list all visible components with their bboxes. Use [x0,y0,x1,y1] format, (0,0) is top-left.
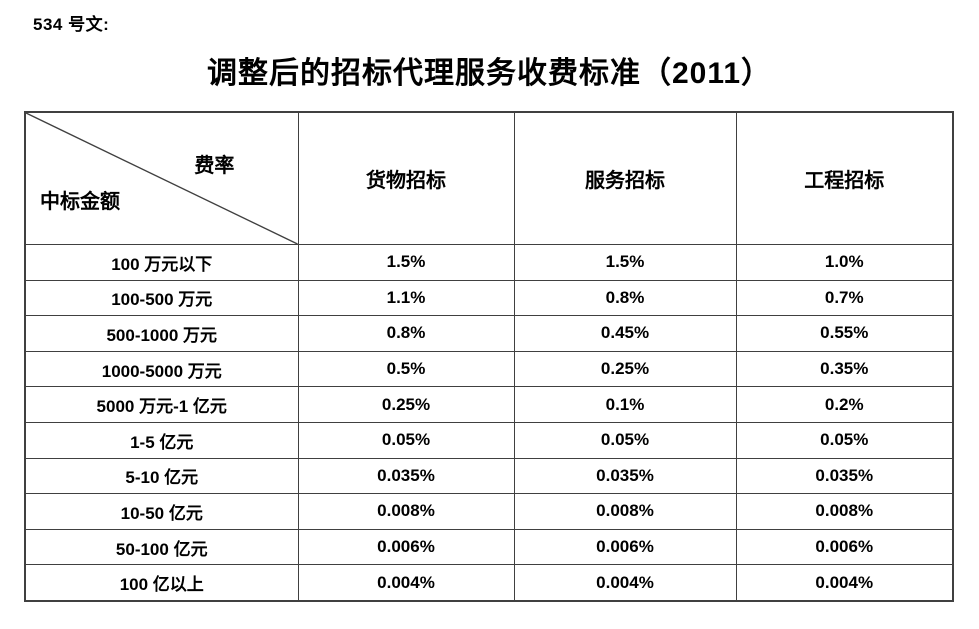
table-row: 100 万元以下 1.5% 1.5% 1.0% [24,244,954,281]
row-label: 5-10 亿元 [24,457,299,495]
rate-cell: 0.8% [297,315,515,352]
table-row: 100-500 万元 1.1% 0.8% 0.7% [24,279,954,317]
table-row: 5000 万元-1 亿元 0.25% 0.1% 0.2% [24,386,954,423]
rate-cell: 0.035% [735,457,954,495]
rate-cell: 0.25% [513,350,737,388]
rate-cell: 0.008% [735,493,954,530]
row-label: 100 万元以下 [24,244,299,281]
row-label: 50-100 亿元 [24,528,299,566]
rate-cell: 0.05% [735,421,954,459]
row-label: 10-50 亿元 [24,493,299,530]
rate-cell: 0.006% [513,528,737,566]
rate-cell: 0.25% [297,386,515,423]
rate-cell: 0.05% [297,421,515,459]
rate-cell: 0.006% [735,528,954,566]
rate-cell: 0.8% [513,279,737,317]
rate-cell: 0.45% [513,315,737,352]
corner-header-cell: 费率 中标金额 [24,111,299,245]
corner-label-amount: 中标金额 [40,191,120,213]
table-row: 100 亿以上 0.004% 0.004% 0.004% [24,564,954,602]
rate-cell: 0.35% [735,350,954,388]
rate-cell: 0.05% [513,421,737,459]
rate-cell: 0.004% [297,564,515,602]
page-title: 调整后的招标代理服务收费标准（2011） [206,57,773,90]
rate-cell: 1.5% [513,244,737,281]
rate-cell: 0.004% [735,564,954,602]
rate-cell: 0.008% [297,493,515,530]
row-label: 100 亿以上 [24,564,299,602]
table-row: 10-50 亿元 0.008% 0.008% 0.008% [24,493,954,530]
rate-cell: 0.004% [513,564,737,602]
rate-cell: 0.008% [513,493,737,530]
rate-cell: 0.7% [735,279,954,317]
rate-cell: 1.1% [297,279,515,317]
rate-cell: 0.2% [735,386,954,423]
row-label: 1-5 亿元 [24,421,299,459]
row-label: 100-500 万元 [24,279,299,317]
corner-label-rate: 费率 [194,155,235,177]
row-label: 500-1000 万元 [24,315,299,352]
table-row: 5-10 亿元 0.035% 0.035% 0.035% [24,457,954,495]
table-row: 50-100 亿元 0.006% 0.006% 0.006% [24,528,954,566]
diagonal-divider-line [26,113,298,244]
column-header-services: 服务招标 [513,111,737,245]
rate-cell: 0.5% [297,350,515,388]
rate-cell: 1.5% [297,244,515,281]
doc-number-label: 534 号文: [33,15,110,34]
column-header-goods: 货物招标 [297,111,515,245]
rate-cell: 0.035% [513,457,737,495]
table-row: 1000-5000 万元 0.5% 0.25% 0.35% [24,350,954,388]
rate-cell: 1.0% [735,244,954,281]
table-row: 1-5 亿元 0.05% 0.05% 0.05% [24,421,954,459]
table-header-row: 费率 中标金额 货物招标 服务招标 工程招标 [24,111,954,245]
row-label: 1000-5000 万元 [24,350,299,388]
rate-cell: 0.035% [297,457,515,495]
table-row: 500-1000 万元 0.8% 0.45% 0.55% [24,315,954,352]
row-label: 5000 万元-1 亿元 [24,386,299,423]
fee-table: 费率 中标金额 货物招标 服务招标 工程招标 100 万元以下 1.5% 1.5… [24,111,954,602]
rate-cell: 0.55% [735,315,954,352]
column-header-engineering: 工程招标 [735,111,954,245]
rate-cell: 0.006% [297,528,515,566]
rate-cell: 0.1% [513,386,737,423]
